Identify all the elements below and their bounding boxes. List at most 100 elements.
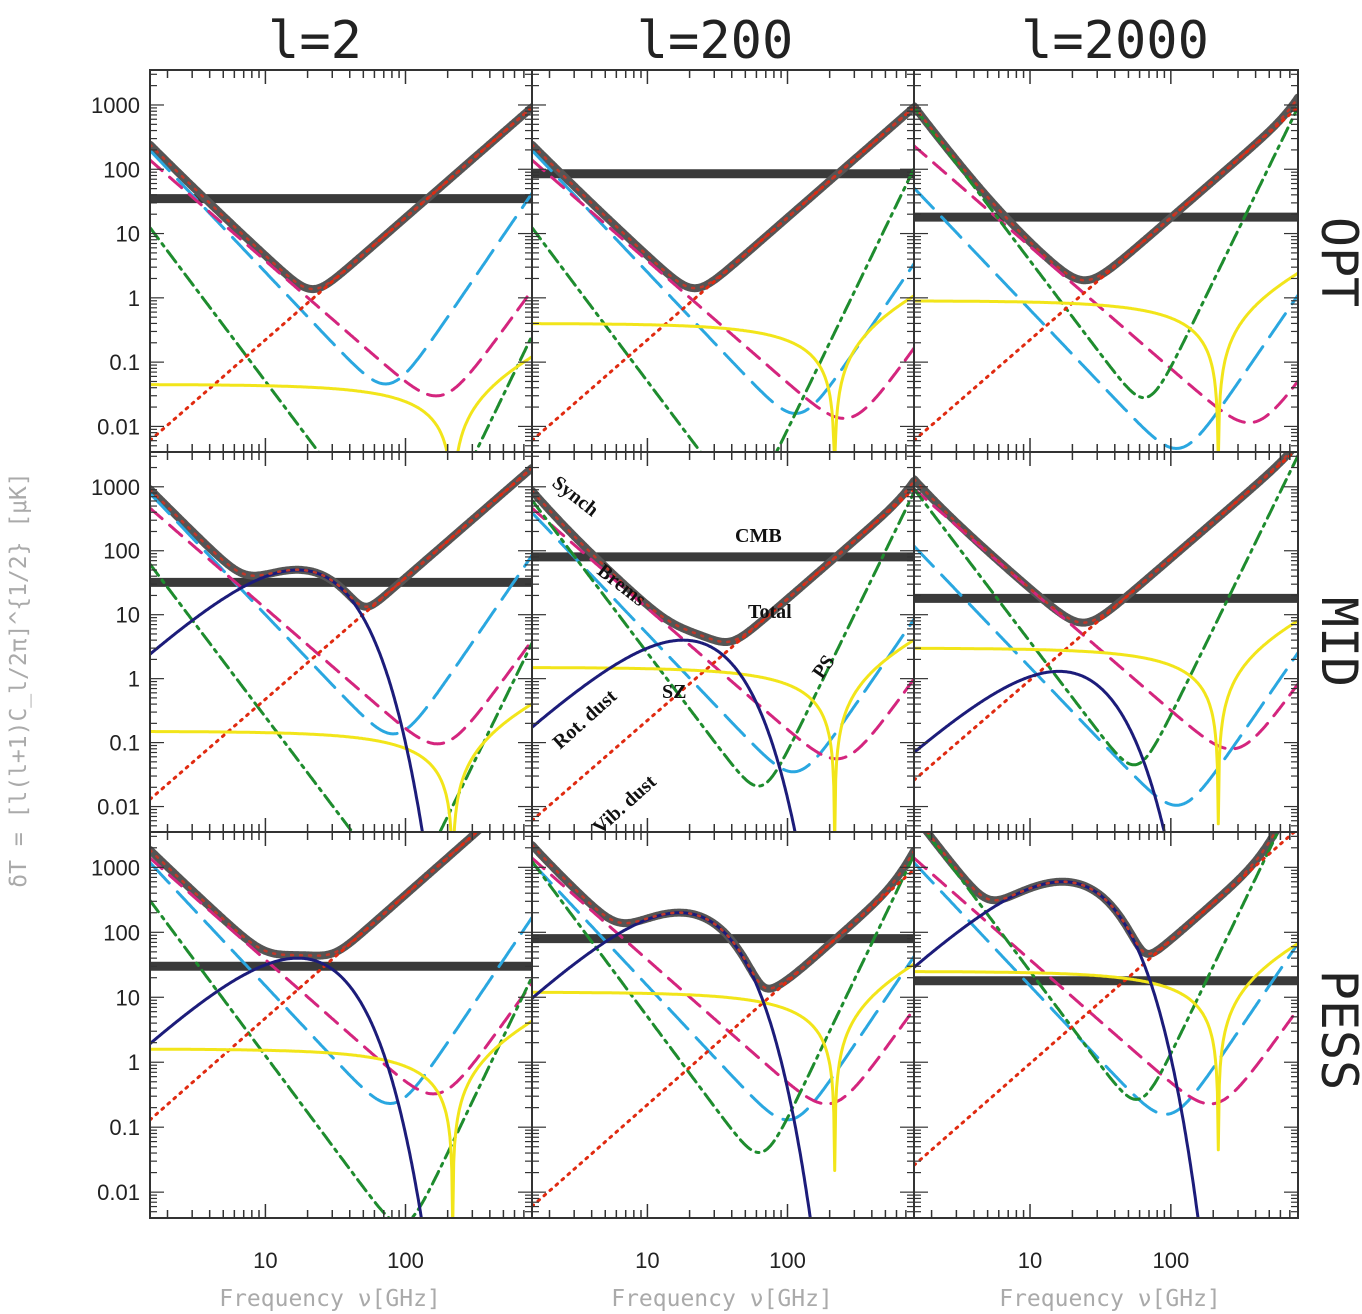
y-tick-label: 0.1 <box>109 731 140 756</box>
panel-frame <box>913 451 1299 833</box>
series-brems <box>914 487 1298 751</box>
panel-frame <box>531 831 915 1219</box>
y-axis-label: δT = [l(l+1)C_l/2π]^{1/2} [μK] <box>6 472 32 887</box>
x-tick-label: 100 <box>1152 1248 1189 1273</box>
x-axis-label-col3: Frequency ν[GHz] <box>999 1286 1221 1312</box>
series-sz <box>532 962 914 1172</box>
series-brems <box>150 158 532 398</box>
x-axis-label-col1: Frequency ν[GHz] <box>219 1286 441 1312</box>
series-brems <box>150 856 532 1096</box>
y-tick-label: 0.1 <box>109 1115 140 1140</box>
series-total-dots <box>914 452 1292 624</box>
panel-pess-l2000 <box>914 832 1298 1218</box>
series-rot-dust <box>914 669 1166 832</box>
series-synch <box>532 861 914 1122</box>
annotation-ps: PS <box>808 651 839 683</box>
annotation-rot-dust: Rot. dust <box>549 685 622 754</box>
y-tick-label: 10 <box>116 222 140 247</box>
y-tick-label: 0.01 <box>97 1180 140 1205</box>
y-tick-label: 0.1 <box>109 350 140 375</box>
y-tick-label: 100 <box>103 539 140 564</box>
series-synch <box>150 861 532 1105</box>
series-total-dots <box>150 832 479 957</box>
series-sz <box>150 1019 532 1218</box>
series-ps <box>150 226 532 452</box>
series-rot-dust <box>150 568 424 832</box>
panel-frame <box>913 831 1299 1219</box>
series-sz <box>914 619 1298 826</box>
series-total-dots <box>925 832 1277 956</box>
series-synch <box>532 148 914 415</box>
x-tick-label: 100 <box>387 1248 424 1273</box>
annotation-sz: SZ <box>662 681 686 703</box>
panel-frame <box>149 69 533 453</box>
series-brems <box>150 506 532 746</box>
series-sz <box>914 271 1298 452</box>
series-vib-dust <box>914 105 1298 442</box>
series-sz <box>532 638 914 832</box>
series-brems <box>532 856 914 1106</box>
row-label-opt: OPT <box>1310 217 1362 307</box>
series-ps <box>914 454 1298 767</box>
series-total-dots <box>532 105 914 290</box>
series-total-dots <box>532 843 914 990</box>
series-vib-dust <box>150 105 532 442</box>
series-total <box>150 832 483 960</box>
series-ps <box>150 562 532 832</box>
y-tick-label: 0.01 <box>97 795 140 820</box>
y-tick-label: 1 <box>128 286 140 311</box>
panel-opt-l2000 <box>914 93 1298 452</box>
frames-layer <box>149 69 1299 1219</box>
series-brems <box>914 856 1298 1106</box>
tick-labels-layer: 0.01 0.1 1 10 100 1000 0.01 0.1 1 10 100 1000 0.01 0.… <box>91 93 1189 1273</box>
row-label-pess: PESS <box>1310 970 1362 1090</box>
series-ps <box>532 167 914 452</box>
panel-frame <box>913 69 1299 453</box>
panel-pess-l200 <box>532 841 914 1218</box>
y-tick-label: 1000 <box>91 475 140 500</box>
annotation-cmb: CMB <box>735 525 782 547</box>
x-tick-label: 100 <box>769 1248 806 1273</box>
curves-layer <box>150 93 1298 1218</box>
series-synch <box>150 148 532 386</box>
column-title-l2000: l=2000 <box>1021 11 1209 71</box>
y-tick-label: 100 <box>103 157 140 182</box>
series-synch <box>532 511 914 774</box>
y-tick-label: 0.01 <box>97 414 140 439</box>
y-tick-label: 1 <box>128 1050 140 1075</box>
annotation-total: Total <box>748 601 792 623</box>
series-sz <box>150 355 532 452</box>
series-brems <box>914 144 1298 425</box>
series-ps <box>914 105 1298 400</box>
y-tick-label: 10 <box>116 603 140 628</box>
series-vib-dust <box>150 832 479 1122</box>
series-synch <box>150 491 532 736</box>
series-synch <box>914 186 1298 450</box>
panel-frame <box>531 69 915 453</box>
column-title-l200: l=200 <box>637 11 794 71</box>
panel-opt-l2 <box>150 103 532 452</box>
y-tick-label: 1 <box>128 667 140 692</box>
x-tick-label: 10 <box>1018 1248 1042 1273</box>
x-tick-label: 10 <box>253 1248 277 1273</box>
series-synch <box>914 861 1298 1116</box>
x-tick-label: 10 <box>635 1248 659 1273</box>
panel-opt-l200 <box>532 103 914 452</box>
panel-pess-l2 <box>150 832 532 1218</box>
series-total <box>532 103 914 293</box>
series-sz <box>532 294 914 452</box>
series-rot-dust <box>914 880 1200 1218</box>
series-rot-dust <box>150 956 423 1218</box>
panel-mid-l2000 <box>914 452 1298 832</box>
series-total-dots <box>532 479 914 644</box>
series-synch <box>914 544 1298 807</box>
series-total <box>914 93 1298 285</box>
panel-frame <box>149 831 533 1219</box>
panel-mid-l200 <box>532 477 914 832</box>
y-tick-label: 1000 <box>91 855 140 880</box>
x-axis-label-col2: Frequency ν[GHz] <box>611 1286 833 1312</box>
series-brems <box>532 158 914 420</box>
series-sz <box>914 942 1298 1152</box>
y-tick-label: 1000 <box>91 93 140 118</box>
